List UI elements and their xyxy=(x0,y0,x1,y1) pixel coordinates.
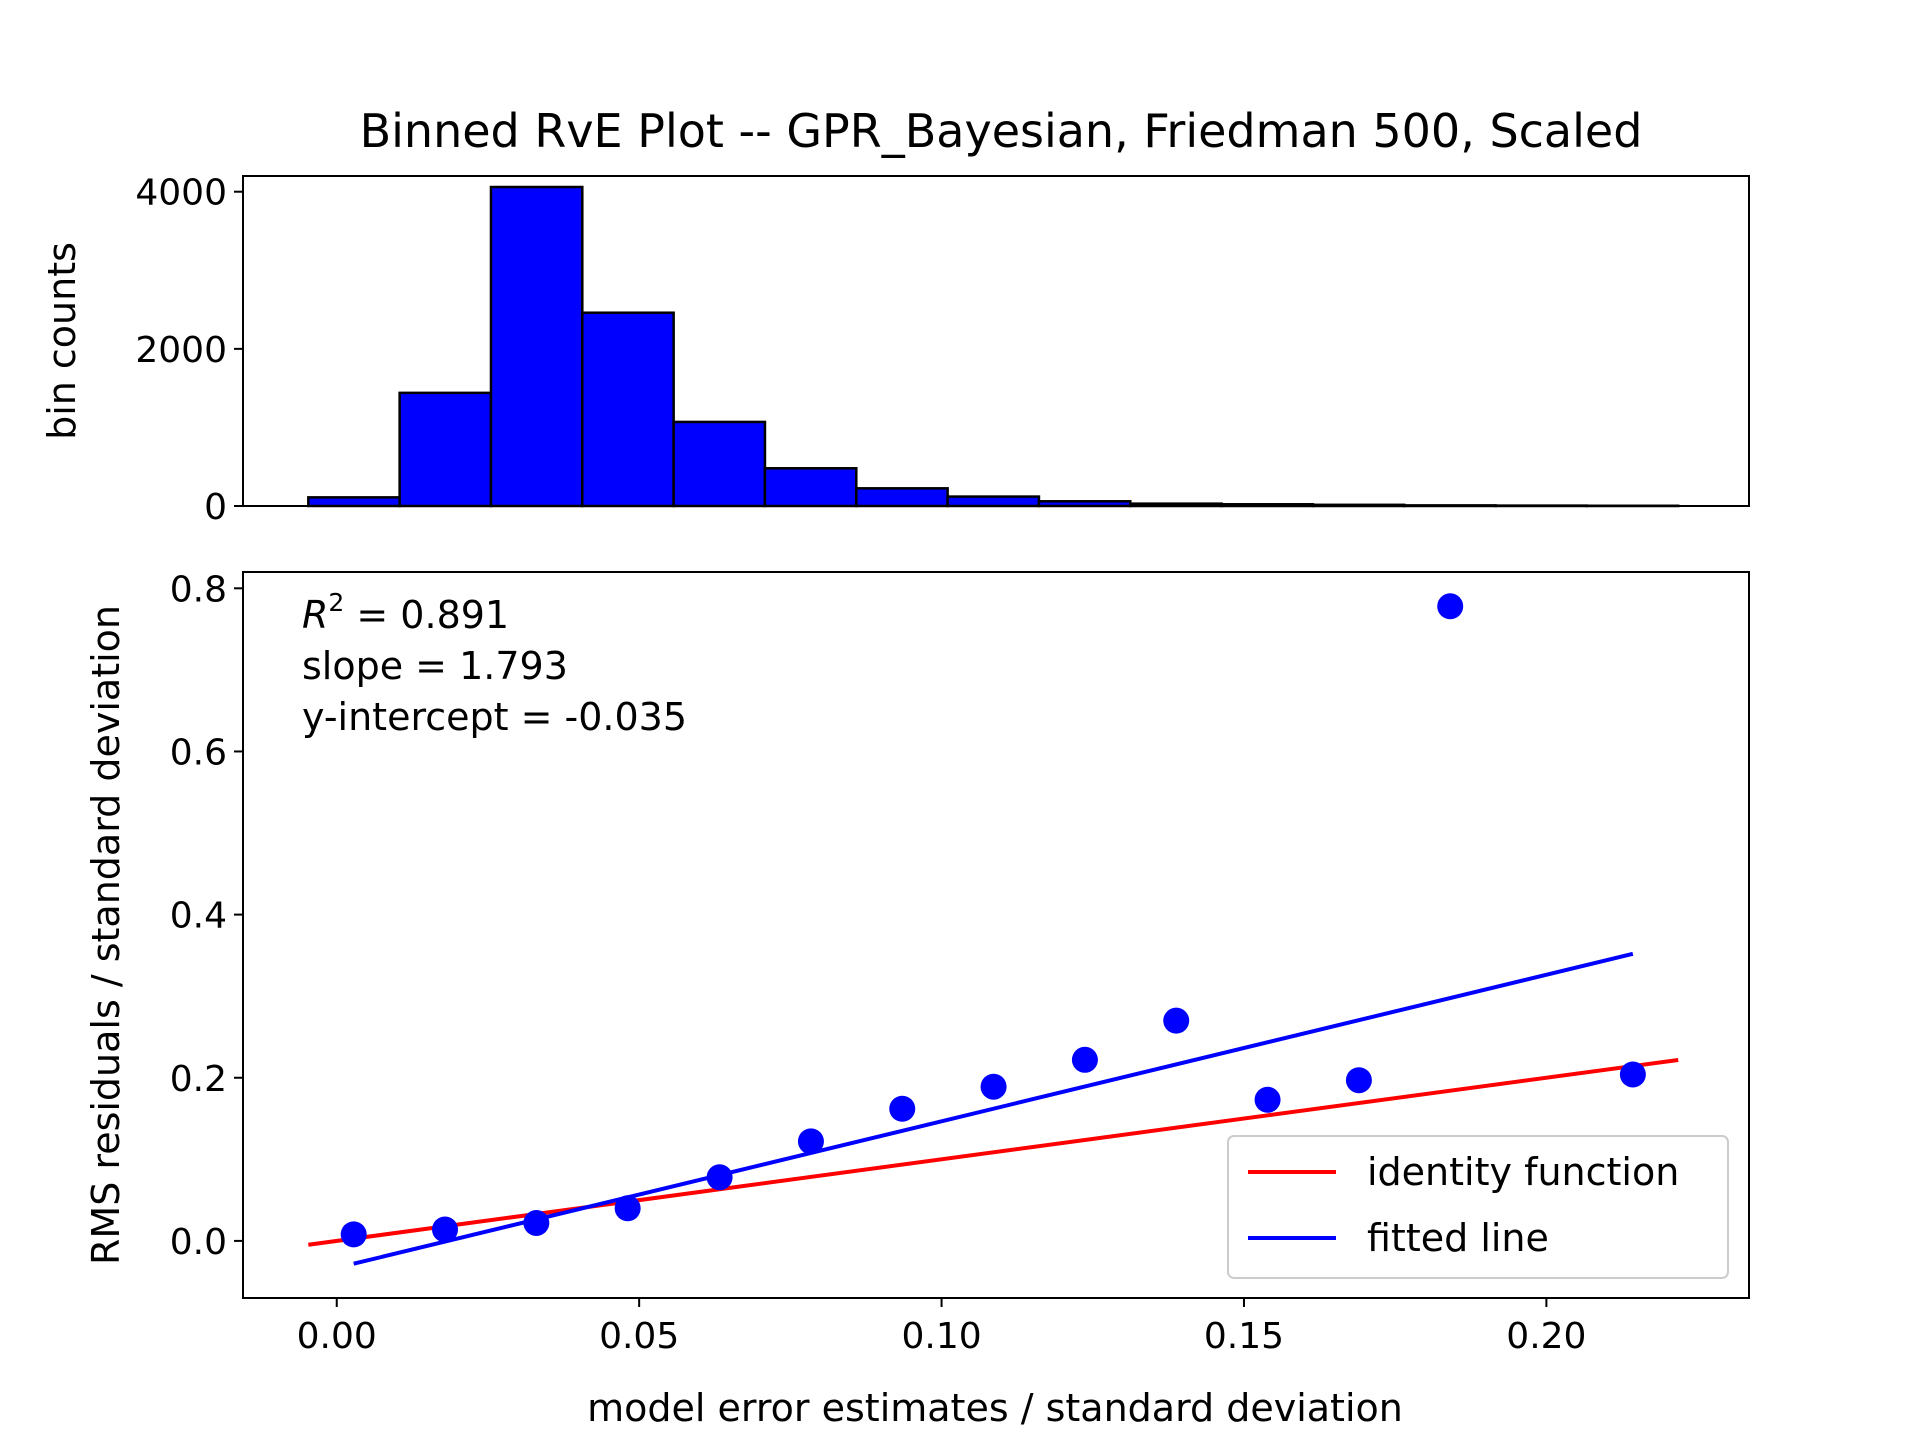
scatter-x-tick-label: 0.15 xyxy=(1204,1316,1284,1357)
r-squared-value: = 0.891 xyxy=(344,593,509,637)
scatter-y-tick-label: 0.8 xyxy=(170,569,227,610)
histogram-bar xyxy=(489,185,584,508)
histogram-y-ticks: 0 2000 4000 xyxy=(135,173,243,528)
scatter-y-tick-label: 0.4 xyxy=(170,896,227,937)
histogram-panel: 0 2000 4000 bin counts xyxy=(40,173,1750,528)
scatter-x-tick-label: 0.00 xyxy=(297,1316,377,1357)
histogram-frame xyxy=(242,175,1750,507)
histogram-bar xyxy=(581,311,675,508)
scatter-points xyxy=(340,593,1646,1248)
scatter-point xyxy=(889,1095,916,1122)
histogram-bar xyxy=(855,487,949,508)
scatter-y-ticks: 0.0 0.2 0.4 0.6 0.8 xyxy=(170,569,243,1263)
scatter-point xyxy=(523,1209,550,1236)
scatter-point xyxy=(614,1195,641,1222)
scatter-x-tick-label: 0.10 xyxy=(901,1316,981,1357)
scatter-point xyxy=(797,1128,824,1155)
histogram-bar xyxy=(672,420,767,508)
scatter-x-label: model error estimates / standard deviati… xyxy=(587,1386,1403,1430)
r-squared-exponent: 2 xyxy=(328,588,344,617)
scatter-point xyxy=(1163,1007,1190,1034)
histogram-bar xyxy=(398,391,493,508)
scatter-frame xyxy=(242,571,1750,1299)
histogram-y-tick-label: 2000 xyxy=(135,330,227,371)
scatter-x-tick-label: 0.20 xyxy=(1506,1316,1586,1357)
scatter-point xyxy=(432,1216,459,1243)
legend-box xyxy=(1227,1135,1729,1279)
scatter-point xyxy=(1437,593,1464,620)
histogram-bar xyxy=(946,495,1041,508)
r-squared-text: R2 = 0.891 xyxy=(302,588,509,637)
scatter-y-label: RMS residuals / standard deviation xyxy=(84,605,128,1265)
legend-label-fitted: fitted line xyxy=(1367,1216,1549,1260)
scatter-point xyxy=(1345,1067,1372,1094)
stats-annotation: R2 = 0.891 slope = 1.793 y-intercept = -… xyxy=(302,588,687,739)
histogram-bars xyxy=(307,185,1680,508)
histogram-y-tick-label: 0 xyxy=(204,487,227,528)
scatter-point xyxy=(1254,1086,1281,1113)
scatter-y-tick-label: 0.2 xyxy=(170,1059,227,1100)
fitted-line xyxy=(353,951,1634,1266)
scatter-y-tick-label: 0.0 xyxy=(170,1222,227,1263)
scatter-x-ticks: 0.00 0.05 0.10 0.15 0.20 xyxy=(297,1298,1586,1357)
legend: identity function fitted line xyxy=(1227,1135,1729,1279)
histogram-bar xyxy=(307,496,401,508)
scatter-point xyxy=(1071,1046,1098,1073)
scatter-point xyxy=(340,1221,367,1248)
histogram-y-tick-label: 4000 xyxy=(135,173,227,214)
slope-text: slope = 1.793 xyxy=(302,644,568,688)
scatter-point xyxy=(980,1073,1007,1100)
histogram-y-label: bin counts xyxy=(40,242,84,440)
scatter-point xyxy=(706,1164,733,1191)
scatter-panel: 0.00 0.05 0.10 0.15 0.20 0.0 0.2 0.4 0.6 0.8 R2 … xyxy=(84,569,1750,1430)
scatter-y-tick-label: 0.6 xyxy=(170,732,227,773)
legend-label-identity: identity function xyxy=(1367,1150,1679,1194)
scatter-x-tick-label: 0.05 xyxy=(599,1316,679,1357)
chart-title: Binned RvE Plot -- GPR_Bayesian, Friedma… xyxy=(360,104,1643,158)
scatter-point xyxy=(1619,1061,1646,1088)
y-intercept-text: y-intercept = -0.035 xyxy=(302,695,687,739)
r-squared-symbol: R xyxy=(302,593,328,637)
histogram-bar xyxy=(763,467,858,508)
